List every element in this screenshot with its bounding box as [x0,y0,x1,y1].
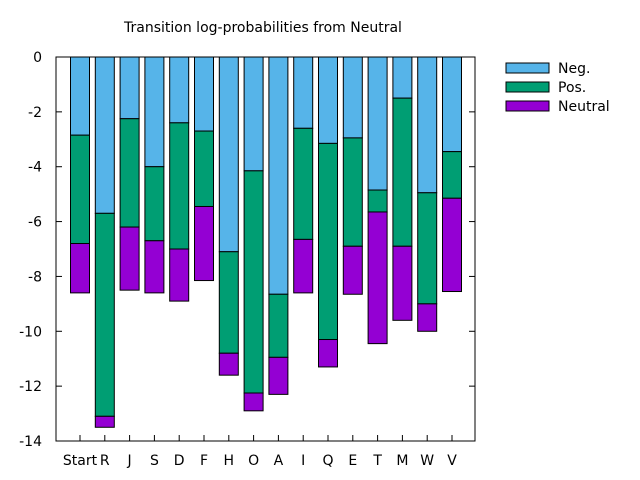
bar-neg-start [70,56,90,136]
bar-pos-e [342,137,363,247]
legend-label-pos: Pos. [558,80,586,96]
x-tick-label-q: Q [322,453,333,469]
bar-neutral-e [342,245,363,295]
bar-pos-f [194,130,214,207]
bar-pos-t [367,189,388,213]
x-tick-label-v: V [447,453,457,469]
bar-neutral-q [318,339,338,368]
x-tick-label-a: A [274,453,284,469]
y-tick-label: -2 [28,105,42,121]
legend: Neg. Pos. Neutral [505,61,610,115]
bar-neg-e [342,56,363,139]
bar-neutral-i [293,238,314,294]
bar-pos-s [144,166,165,242]
bar-neg-t [367,56,388,191]
bar-neutral-m [392,245,413,321]
x-tick-label-h: H [224,453,235,469]
legend-swatch-neutral [505,100,550,112]
bar-neutral-o [243,392,264,412]
x-tick-label-j: J [127,453,132,469]
x-tick-label-o: O [248,453,259,469]
bar-neutral-w [417,303,438,332]
bar-neutral-d [169,248,190,302]
bar-neg-r [94,56,115,214]
bar-pos-r [94,212,115,417]
bar-neg-m [392,56,413,99]
bar-pos-h [218,251,239,354]
x-tick-label-w: W [420,453,434,469]
y-tick-label: 0 [33,50,42,66]
bar-neg-f [194,56,214,132]
bar-neg-d [169,56,190,124]
y-tick-label: -12 [19,379,42,395]
y-tick-label: -10 [19,324,42,340]
bar-neutral-f [194,205,214,282]
bar-neutral-h [218,352,239,376]
bar-neg-i [293,56,314,129]
bar-neg-q [318,56,338,144]
x-tick-label-start: Start [63,453,98,469]
bar-neutral-s [144,240,165,294]
y-tick-label: -4 [28,160,42,176]
x-tick-label-m: M [396,453,408,469]
bar-neutral-t [367,211,388,345]
bar-pos-v [442,151,462,199]
bar-pos-m [392,97,413,247]
plot-frame [55,56,476,442]
x-tick-label-s: S [150,453,159,469]
y-tick-label: -6 [28,215,42,231]
legend-swatch-pos [505,81,550,93]
legend-label-neutral: Neutral [558,99,610,115]
bar-neg-a [268,56,289,295]
chart-title: Transition log-probabilities from Neutra… [123,20,402,36]
bar-neg-s [144,56,165,168]
bar-neutral-j [119,226,140,291]
y-tick-label: -8 [28,269,42,285]
bar-neutral-start [70,243,90,294]
legend-label-neg: Neg. [558,61,590,77]
bar-pos-d [169,122,190,250]
bar-neutral-a [268,356,289,395]
bar-neg-h [218,56,239,253]
bar-pos-o [243,170,264,394]
y-tick-label: -14 [19,434,42,450]
axis-layer: 0 -2 -4 -6 -8 -10 -12 -14 Start R J S D F H O A I Q E T M W V [19,50,475,469]
bar-pos-j [119,118,140,228]
bar-pos-a [268,293,289,358]
bar-neg-v [442,56,462,153]
bar-neg-o [243,56,264,172]
bar-neg-j [119,56,140,120]
bar-neutral-r [94,415,115,428]
x-tick-label-r: R [100,453,110,469]
x-tick-label-e: E [348,453,357,469]
x-tick-label-i: I [301,453,305,469]
bar-pos-w [417,192,438,305]
bar-neutral-v [442,197,462,293]
bar-pos-start [70,134,90,245]
bars-layer [70,56,462,428]
legend-swatch-neg [505,62,550,74]
bar-pos-q [318,142,338,341]
x-tick-label-d: D [174,453,185,469]
bar-neg-w [417,56,438,194]
x-tick-label-t: T [372,453,382,469]
bar-pos-i [293,127,314,240]
x-tick-label-f: F [200,453,208,469]
